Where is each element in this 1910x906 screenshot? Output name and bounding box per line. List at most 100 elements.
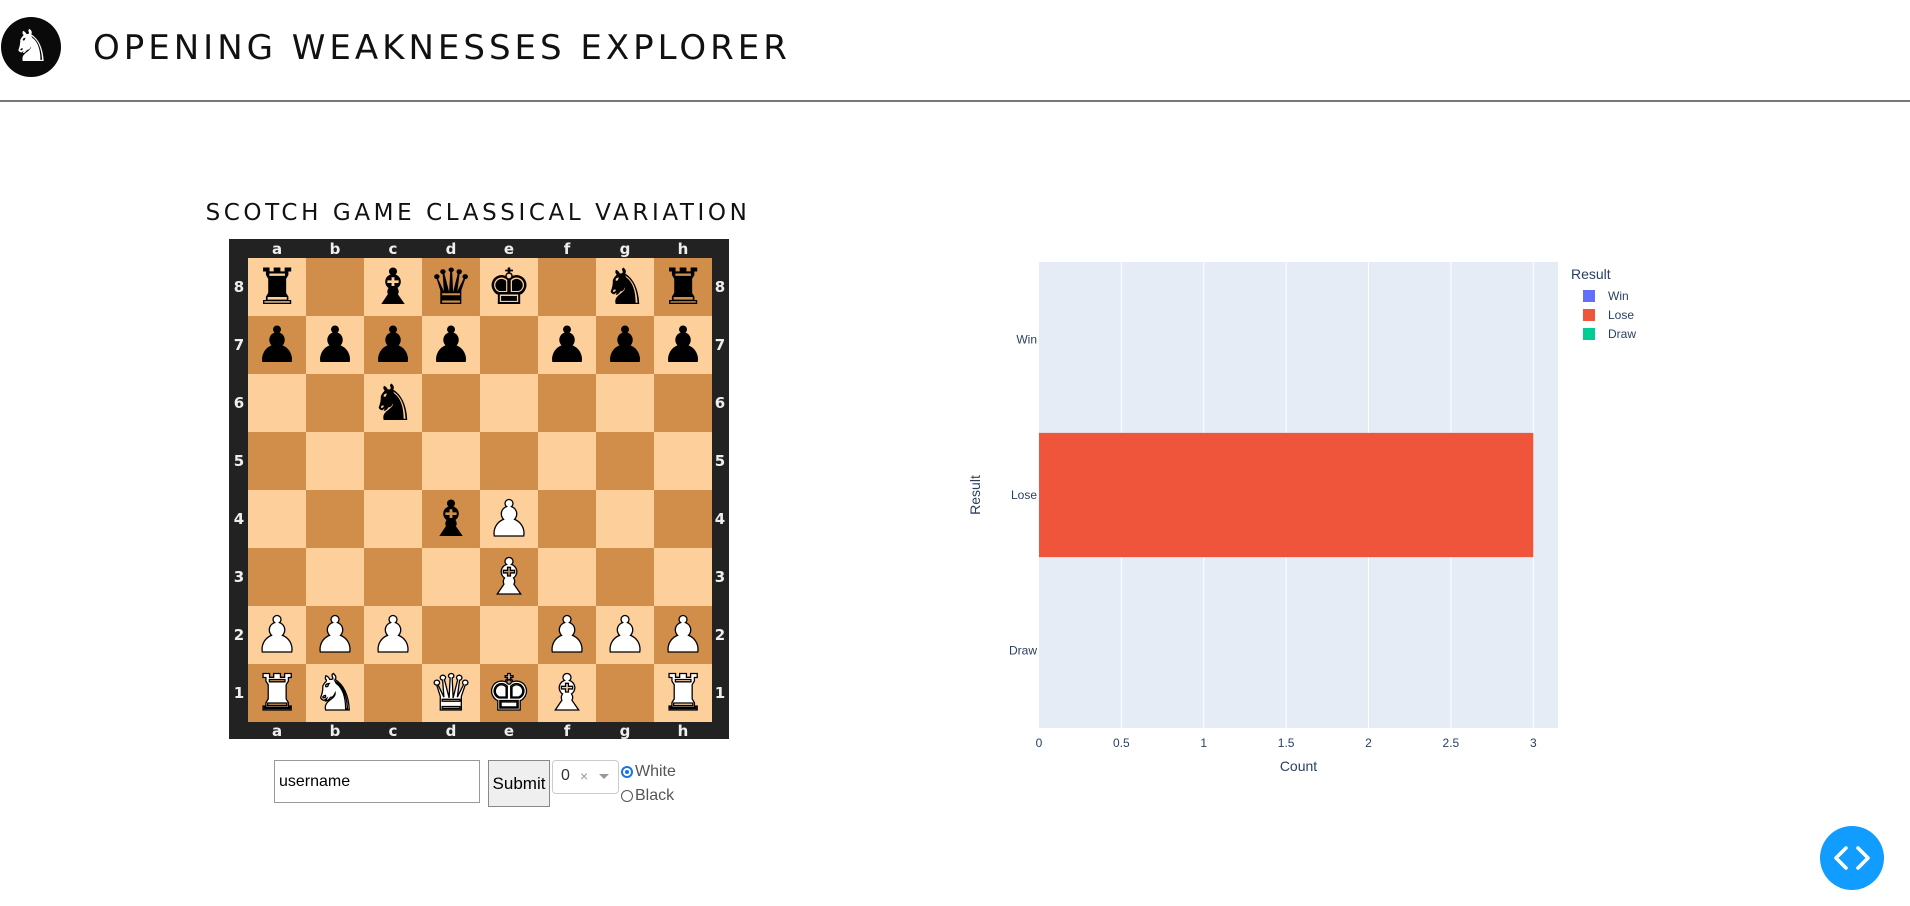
- square-e5[interactable]: [480, 432, 538, 490]
- square-d8[interactable]: ♛: [422, 258, 480, 316]
- black-bishop-icon[interactable]: ♝: [428, 490, 474, 548]
- square-h5[interactable]: [654, 432, 712, 490]
- black-pawn-icon[interactable]: ♟: [544, 316, 590, 374]
- square-g7[interactable]: ♟: [596, 316, 654, 374]
- black-bishop-icon[interactable]: ♝: [370, 258, 416, 316]
- square-b1[interactable]: ♞: [306, 664, 364, 722]
- white-pawn-icon[interactable]: ♟: [660, 606, 706, 664]
- square-e6[interactable]: [480, 374, 538, 432]
- white-pawn-icon[interactable]: ♟: [312, 606, 358, 664]
- submit-button[interactable]: Submit: [488, 760, 550, 807]
- square-f3[interactable]: [538, 548, 596, 606]
- game-index-select[interactable]: 0 ×: [552, 760, 619, 794]
- white-king-icon[interactable]: ♚: [486, 664, 532, 722]
- square-g4[interactable]: [596, 490, 654, 548]
- white-queen-icon[interactable]: ♛: [428, 664, 474, 722]
- square-h1[interactable]: ♜: [654, 664, 712, 722]
- code-toggle-button[interactable]: [1820, 826, 1884, 890]
- square-a7[interactable]: ♟: [248, 316, 306, 374]
- square-g6[interactable]: [596, 374, 654, 432]
- square-a3[interactable]: [248, 548, 306, 606]
- square-h7[interactable]: ♟: [654, 316, 712, 374]
- white-pawn-icon[interactable]: ♟: [370, 606, 416, 664]
- radio-white[interactable]: White: [621, 761, 676, 783]
- square-c2[interactable]: ♟: [364, 606, 422, 664]
- square-c7[interactable]: ♟: [364, 316, 422, 374]
- white-bishop-icon[interactable]: ♝: [544, 664, 590, 722]
- white-pawn-icon[interactable]: ♟: [544, 606, 590, 664]
- white-knight-icon[interactable]: ♞: [312, 664, 358, 722]
- square-d1[interactable]: ♛: [422, 664, 480, 722]
- square-f6[interactable]: [538, 374, 596, 432]
- clear-icon[interactable]: ×: [580, 768, 589, 784]
- square-g3[interactable]: [596, 548, 654, 606]
- white-pawn-icon[interactable]: ♟: [486, 490, 532, 548]
- square-g5[interactable]: [596, 432, 654, 490]
- square-h4[interactable]: [654, 490, 712, 548]
- black-pawn-icon[interactable]: ♟: [370, 316, 416, 374]
- square-d3[interactable]: [422, 548, 480, 606]
- black-king-icon[interactable]: ♚: [486, 258, 532, 316]
- square-e1[interactable]: ♚: [480, 664, 538, 722]
- square-b4[interactable]: [306, 490, 364, 548]
- square-c1[interactable]: [364, 664, 422, 722]
- square-f1[interactable]: ♝: [538, 664, 596, 722]
- square-g8[interactable]: ♞: [596, 258, 654, 316]
- white-bishop-icon[interactable]: ♝: [486, 548, 532, 606]
- square-c6[interactable]: ♞: [364, 374, 422, 432]
- square-h8[interactable]: ♜: [654, 258, 712, 316]
- white-rook-icon[interactable]: ♜: [660, 664, 706, 722]
- black-knight-icon[interactable]: ♞: [370, 374, 416, 432]
- square-b8[interactable]: [306, 258, 364, 316]
- square-e4[interactable]: ♟: [480, 490, 538, 548]
- black-knight-icon[interactable]: ♞: [602, 258, 648, 316]
- black-rook-icon[interactable]: ♜: [660, 258, 706, 316]
- square-h3[interactable]: [654, 548, 712, 606]
- square-a1[interactable]: ♜: [248, 664, 306, 722]
- square-a4[interactable]: [248, 490, 306, 548]
- square-f2[interactable]: ♟: [538, 606, 596, 664]
- white-pawn-icon[interactable]: ♟: [602, 606, 648, 664]
- black-rook-icon[interactable]: ♜: [254, 258, 300, 316]
- square-f7[interactable]: ♟: [538, 316, 596, 374]
- square-b5[interactable]: [306, 432, 364, 490]
- square-g1[interactable]: [596, 664, 654, 722]
- square-e3[interactable]: ♝: [480, 548, 538, 606]
- square-h6[interactable]: [654, 374, 712, 432]
- square-a5[interactable]: [248, 432, 306, 490]
- black-pawn-icon[interactable]: ♟: [428, 316, 474, 374]
- square-c8[interactable]: ♝: [364, 258, 422, 316]
- square-f8[interactable]: [538, 258, 596, 316]
- square-e7[interactable]: [480, 316, 538, 374]
- square-d4[interactable]: ♝: [422, 490, 480, 548]
- square-f4[interactable]: [538, 490, 596, 548]
- square-d6[interactable]: [422, 374, 480, 432]
- black-pawn-icon[interactable]: ♟: [602, 316, 648, 374]
- square-c5[interactable]: [364, 432, 422, 490]
- square-f5[interactable]: [538, 432, 596, 490]
- square-d2[interactable]: [422, 606, 480, 664]
- black-pawn-icon[interactable]: ♟: [254, 316, 300, 374]
- black-queen-icon[interactable]: ♛: [428, 258, 474, 316]
- square-g2[interactable]: ♟: [596, 606, 654, 664]
- black-pawn-icon[interactable]: ♟: [312, 316, 358, 374]
- radio-button-black[interactable]: [621, 790, 633, 802]
- white-pawn-icon[interactable]: ♟: [254, 606, 300, 664]
- square-d5[interactable]: [422, 432, 480, 490]
- square-b7[interactable]: ♟: [306, 316, 364, 374]
- square-c4[interactable]: [364, 490, 422, 548]
- square-c3[interactable]: [364, 548, 422, 606]
- square-a2[interactable]: ♟: [248, 606, 306, 664]
- square-b3[interactable]: [306, 548, 364, 606]
- square-a6[interactable]: [248, 374, 306, 432]
- radio-button-white[interactable]: [621, 766, 633, 778]
- black-pawn-icon[interactable]: ♟: [660, 316, 706, 374]
- square-e2[interactable]: [480, 606, 538, 664]
- chevron-down-icon[interactable]: [599, 774, 609, 779]
- square-e8[interactable]: ♚: [480, 258, 538, 316]
- square-a8[interactable]: ♜: [248, 258, 306, 316]
- square-b2[interactable]: ♟: [306, 606, 364, 664]
- square-d7[interactable]: ♟: [422, 316, 480, 374]
- square-h2[interactable]: ♟: [654, 606, 712, 664]
- square-b6[interactable]: [306, 374, 364, 432]
